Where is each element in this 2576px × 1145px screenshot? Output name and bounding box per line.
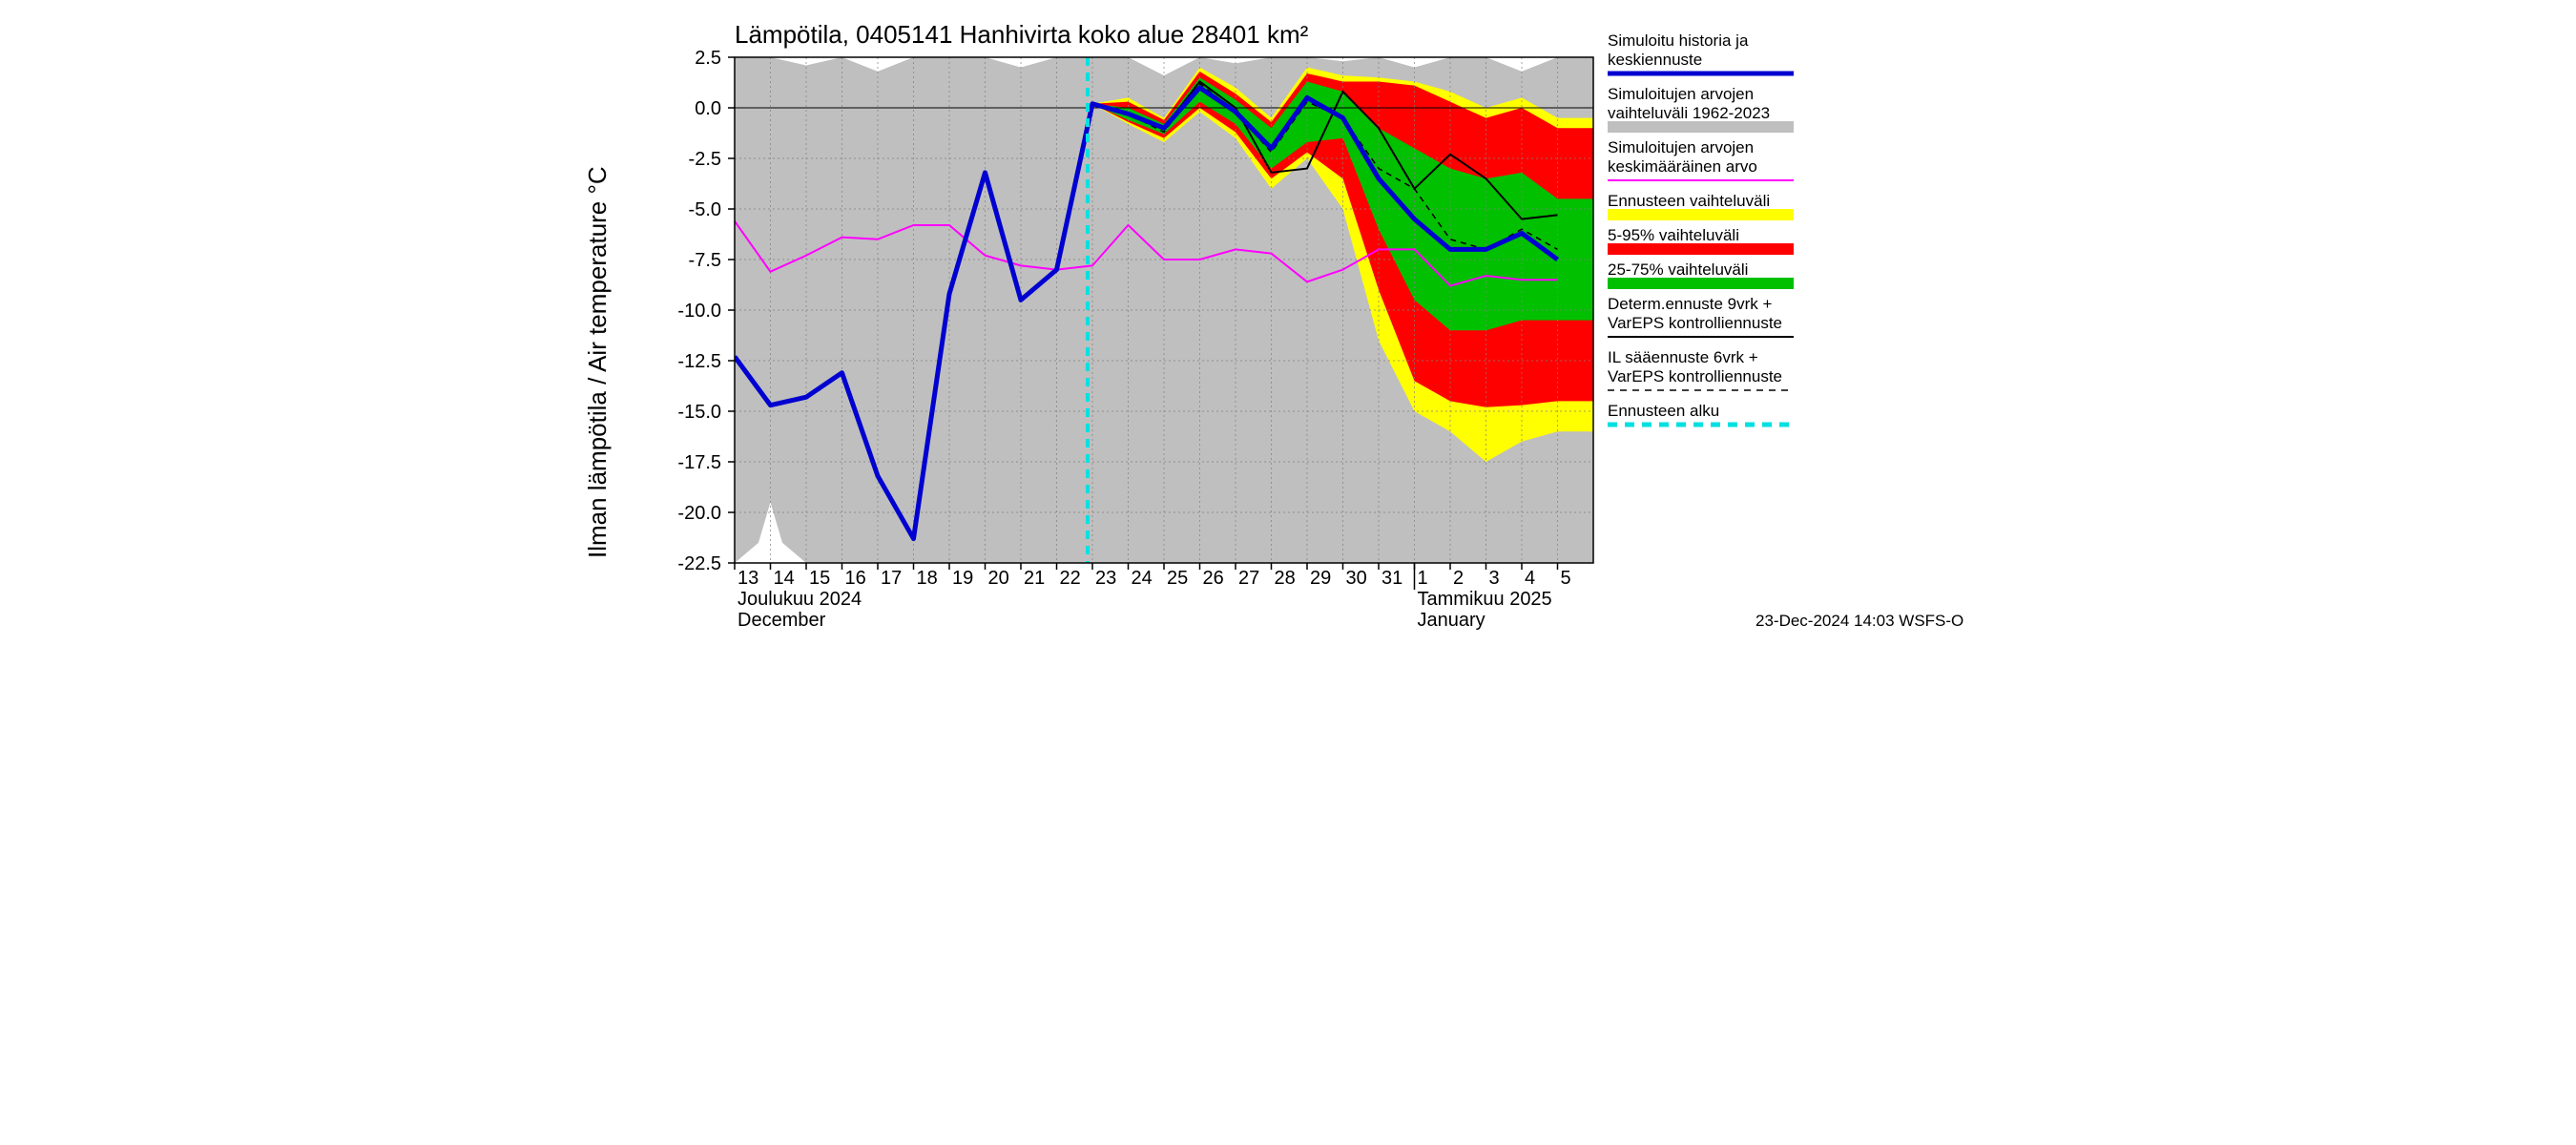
x-tick-label: 26 [1203,568,1224,589]
legend-label: VarEPS kontrolliennuste [1608,367,1782,385]
x-tick-label: 3 [1489,568,1500,589]
month-label: January [1418,610,1485,631]
x-tick-label: 23 [1095,568,1116,589]
y-tick-label: -15.0 [677,402,721,423]
x-tick-label: 20 [988,568,1009,589]
legend-label: VarEPS kontrolliennuste [1608,314,1782,332]
legend-label: IL sääennuste 6vrk + [1608,348,1758,366]
chart-title: Lämpötila, 0405141 Hanhivirta koko alue … [735,20,1309,49]
x-tick-label: 31 [1381,568,1402,589]
x-tick-label: 28 [1275,568,1296,589]
x-tick-label: 29 [1310,568,1331,589]
legend-label: 5-95% vaihteluväli [1608,226,1739,244]
chart-footer: 23-Dec-2024 14:03 WSFS-O [1755,612,1963,630]
legend-swatch [1608,243,1794,255]
x-tick-label: 2 [1453,568,1464,589]
legend-label: keskimääräinen arvo [1608,157,1757,176]
legend-label: Ennusteen alku [1608,402,1719,420]
legend-swatch [1608,121,1794,133]
x-tick-label: 4 [1525,568,1535,589]
legend-swatch [1608,209,1794,220]
legend-label: Simuloitujen arvojen [1608,138,1754,156]
month-label: Joulukuu 2024 [737,589,862,610]
x-tick-label: 16 [845,568,866,589]
x-tick-label: 21 [1024,568,1045,589]
legend-label: Simuloitujen arvojen [1608,85,1754,103]
x-tick-label: 25 [1167,568,1188,589]
legend-label: vaihteluväli 1962-2023 [1608,104,1770,122]
legend-label: 25-75% vaihteluväli [1608,260,1748,279]
month-label: Tammikuu 2025 [1418,589,1552,610]
legend-swatch [1608,278,1794,289]
legend-label: Determ.ennuste 9vrk + [1608,295,1773,313]
x-tick-label: 27 [1238,568,1259,589]
y-tick-label: -22.5 [677,553,721,574]
y-tick-label: -12.5 [677,351,721,372]
x-tick-label: 24 [1132,568,1153,589]
x-tick-label: 14 [774,568,795,589]
y-tick-label: -2.5 [689,149,721,170]
x-tick-label: 5 [1561,568,1571,589]
y-axis-label: Ilman lämpötila / Air temperature °C [583,166,612,558]
x-tick-label: 15 [809,568,830,589]
y-tick-label: -5.0 [689,199,721,220]
y-tick-label: -20.0 [677,503,721,524]
y-tick-label: 2.5 [695,48,721,69]
x-tick-label: 13 [737,568,758,589]
legend-label: Simuloitu historia ja [1608,31,1749,50]
legend-label: keskiennuste [1608,51,1702,69]
temperature-chart: -22.5 -20.0 -17.5 -15.0 -12.5 -10.0 -7.5 -5.0 -2… [572,0,2004,639]
x-tick-label: 30 [1346,568,1367,589]
legend-label: Ennusteen vaihteluväli [1608,192,1770,210]
y-tick-label: -10.0 [677,301,721,322]
x-tick-label: 1 [1418,568,1428,589]
x-tick-label: 18 [917,568,938,589]
y-tick-label: -7.5 [689,250,721,271]
x-tick-label: 17 [881,568,902,589]
y-tick-label: 0.0 [695,98,721,119]
month-label: December [737,610,826,631]
y-tick-label: -17.5 [677,452,721,473]
x-tick-label: 19 [952,568,973,589]
x-tick-label: 22 [1060,568,1081,589]
